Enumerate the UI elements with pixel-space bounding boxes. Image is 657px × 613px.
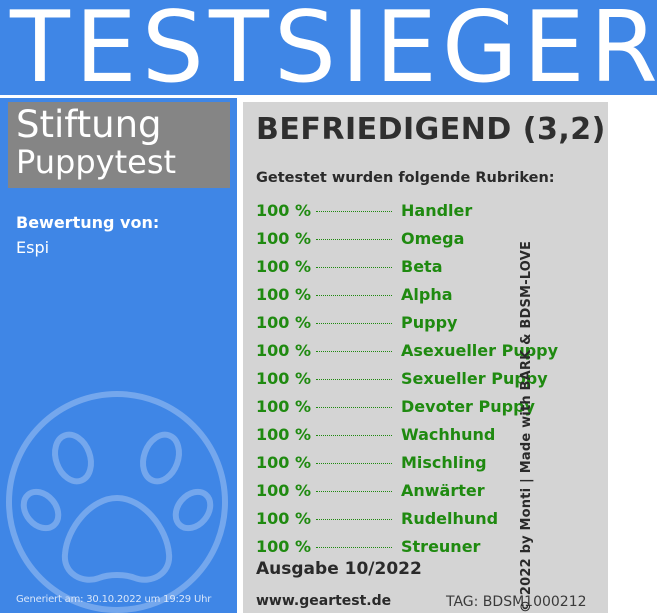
edition-label: Ausgabe 10/2022 <box>256 559 422 579</box>
category-name: Beta <box>401 257 443 276</box>
rating-title: BEFRIEDIGEND (3,2) <box>256 112 606 147</box>
category-name: Asexueller Puppy <box>401 341 559 360</box>
generated-timestamp: Generiert am: 30.10.2022 um 19:29 Uhr <box>16 594 212 605</box>
dotted-leader <box>316 491 392 492</box>
category-percent: 100 % <box>256 509 311 528</box>
category-row: 100 % Mischling <box>256 452 601 480</box>
category-name: Devoter Puppy <box>401 397 535 416</box>
category-percent: 100 % <box>256 369 311 388</box>
category-row: 100 % Omega <box>256 228 601 256</box>
category-name: Wachhund <box>401 425 496 444</box>
category-percent: 100 % <box>256 425 311 444</box>
category-row: 100 % Streuner <box>256 536 601 564</box>
category-row: 100 % Puppy <box>256 312 601 340</box>
category-row: 100 % Handler <box>256 200 601 228</box>
category-row: 100 % Rudelhund <box>256 508 601 536</box>
category-percent: 100 % <box>256 481 311 500</box>
dotted-leader <box>316 435 392 436</box>
dotted-leader <box>316 351 392 352</box>
category-row: 100 % Beta <box>256 256 601 284</box>
category-row: 100 % Anwärter <box>256 480 601 508</box>
category-row: 100 % Wachhund <box>256 424 601 452</box>
banner-title: TESTSIEGER <box>10 0 657 105</box>
category-percent: 100 % <box>256 453 311 472</box>
brand-box: Stiftung Puppytest <box>8 102 230 188</box>
dotted-leader <box>316 239 392 240</box>
category-percent: 100 % <box>256 341 311 360</box>
credit-text: © 2022 by Monti | Made with BARK & BDSM-… <box>519 240 534 613</box>
category-percent: 100 % <box>256 201 311 220</box>
category-row: 100 % Sexueller Puppy <box>256 368 601 396</box>
rated-by-name: Espi <box>16 238 50 257</box>
category-name: Alpha <box>401 285 453 304</box>
dotted-leader <box>316 463 392 464</box>
category-name: Puppy <box>401 313 458 332</box>
left-panel: Stiftung Puppytest Bewertung von: Espi G… <box>0 98 237 613</box>
brand-line-1: Stiftung <box>16 103 162 146</box>
website-label: www.geartest.de <box>256 593 392 609</box>
brand-line-2: Puppytest <box>16 143 177 181</box>
category-name: Rudelhund <box>401 509 499 528</box>
paw-icon <box>6 391 228 613</box>
category-name: Handler <box>401 201 473 220</box>
dotted-leader <box>316 267 392 268</box>
dotted-leader <box>316 323 392 324</box>
category-name: Mischling <box>401 453 487 472</box>
tag-label: TAG: BDSM1000212 <box>446 594 587 610</box>
dotted-leader <box>316 295 392 296</box>
category-row: 100 % Alpha <box>256 284 601 312</box>
category-percent: 100 % <box>256 397 311 416</box>
category-percent: 100 % <box>256 537 311 556</box>
content-panel: BEFRIEDIGEND (3,2) Getestet wurden folge… <box>237 98 657 613</box>
category-row: 100 % Devoter Puppy <box>256 396 601 424</box>
dotted-leader <box>316 211 392 212</box>
results-box: BEFRIEDIGEND (3,2) Getestet wurden folge… <box>243 102 608 613</box>
category-list: 100 % Handler 100 % Omega 100 % Beta 100 % A… <box>256 200 601 564</box>
categories-subtitle: Getestet wurden folgende Rubriken: <box>256 170 555 186</box>
category-percent: 100 % <box>256 285 311 304</box>
dotted-leader <box>316 379 392 380</box>
category-percent: 100 % <box>256 257 311 276</box>
dotted-leader <box>316 519 392 520</box>
category-name: Sexueller Puppy <box>401 369 548 388</box>
category-percent: 100 % <box>256 313 311 332</box>
category-row: 100 % Asexueller Puppy <box>256 340 601 368</box>
rated-by-label: Bewertung von: <box>16 213 160 232</box>
category-name: Streuner <box>401 537 481 556</box>
dotted-leader <box>316 407 392 408</box>
dotted-leader <box>316 547 392 548</box>
category-name: Omega <box>401 229 465 248</box>
category-percent: 100 % <box>256 229 311 248</box>
category-name: Anwärter <box>401 481 485 500</box>
header-banner: TESTSIEGER <box>0 0 657 102</box>
